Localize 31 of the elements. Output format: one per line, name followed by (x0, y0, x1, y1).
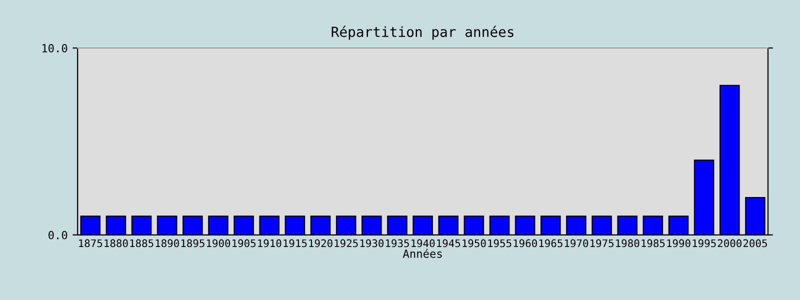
x-tick-label: 1990 (667, 239, 690, 248)
x-tick-label: 1910 (258, 239, 282, 248)
x-tick-label: 1945 (437, 239, 460, 248)
x-tick-label: 1985 (642, 239, 665, 248)
x-tick-label: 1900 (206, 239, 230, 248)
y-tick-label: 0.0 (48, 230, 68, 240)
x-tick-label: 1935 (386, 239, 409, 248)
x-tick-label: 1895 (181, 239, 204, 248)
x-axis-title: Années (402, 248, 442, 258)
x-tick-label: 1940 (412, 239, 435, 248)
y-tick-label: 10.0 (42, 44, 68, 52)
x-tick-label: 1875 (79, 239, 102, 248)
x-tick-label: 1890 (156, 239, 179, 248)
x-tick-label: 1980 (616, 239, 640, 248)
x-tick-label: 1970 (564, 239, 588, 248)
x-tick-label: 1950 (462, 239, 486, 248)
x-tick-label: 1965 (539, 239, 562, 248)
x-tick-label: 1915 (284, 239, 307, 248)
x-tick-label: 1960 (514, 239, 537, 248)
x-tick-label: 1920 (309, 239, 332, 248)
x-tick-label: 1930 (360, 239, 384, 248)
x-tick-label: 1995 (692, 239, 716, 248)
x-tick-label: 1905 (232, 239, 256, 248)
x-tick-label: 2000 (718, 239, 742, 248)
x-tick-label: 1885 (130, 239, 154, 248)
x-tick-label: 1880 (104, 239, 128, 248)
x-tick-label: 1975 (590, 239, 614, 248)
x-tick-label: 1925 (334, 239, 358, 248)
x-tick-label: 2005 (743, 239, 767, 248)
chart-title: Répartition par années (332, 26, 514, 40)
x-tick-label: 1955 (488, 239, 512, 248)
